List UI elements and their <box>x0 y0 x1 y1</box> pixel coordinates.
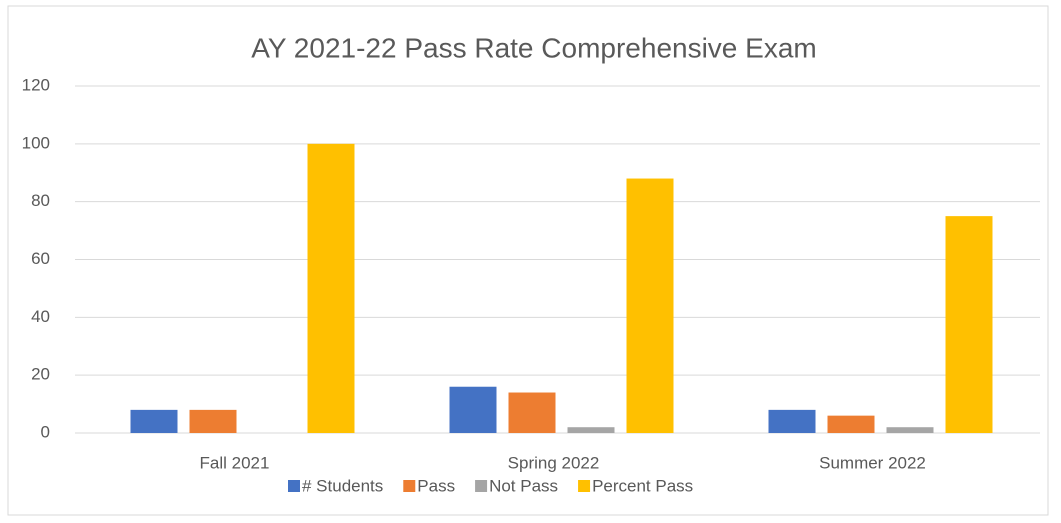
legend-swatch <box>475 480 488 492</box>
legend-swatch <box>403 480 416 492</box>
legend-label: Not Pass <box>489 476 558 495</box>
bar <box>130 409 178 433</box>
legend-label: Pass <box>417 476 455 495</box>
bar <box>626 178 674 433</box>
y-tick-label: 40 <box>31 307 50 326</box>
x-tick-label: Spring 2022 <box>508 453 600 472</box>
x-tick-label: Fall 2021 <box>200 453 270 472</box>
bar <box>508 392 556 433</box>
bar <box>945 216 993 433</box>
y-tick-label: 120 <box>22 75 50 94</box>
y-tick-label: 100 <box>22 133 50 152</box>
bar <box>449 386 497 433</box>
x-tick-label: Summer 2022 <box>819 453 926 472</box>
bar <box>189 409 237 433</box>
legend-swatch <box>578 480 591 492</box>
chart-border <box>7 5 1049 516</box>
y-tick-label: 80 <box>31 191 50 210</box>
chart-title: AY 2021-22 Pass Rate Comprehensive Exam <box>251 32 816 63</box>
y-tick-label: 60 <box>31 249 50 268</box>
y-tick-label: 20 <box>31 365 50 384</box>
bar <box>827 415 875 433</box>
bar <box>886 427 934 433</box>
legend-label: # Students <box>302 476 383 495</box>
bar <box>307 143 355 434</box>
bar <box>567 427 615 433</box>
legend-label: Percent Pass <box>592 476 693 495</box>
y-tick-label: 0 <box>41 422 50 441</box>
legend-swatch <box>288 480 300 492</box>
bar <box>768 409 816 433</box>
